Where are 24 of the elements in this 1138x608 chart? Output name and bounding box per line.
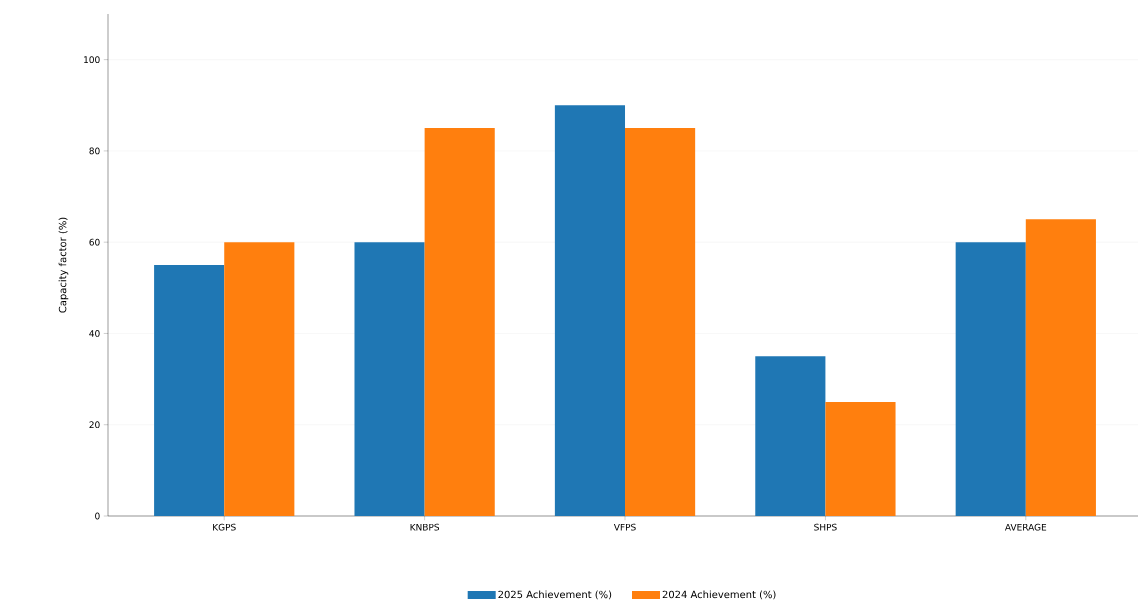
y-tick-label: 60 — [89, 238, 100, 246]
y-tick-label: 100 — [84, 56, 100, 64]
y-axis-title: Capacity factor (%) — [58, 217, 69, 313]
x-tick-label: SHPS — [814, 523, 837, 531]
bar — [755, 356, 826, 516]
bar — [354, 242, 425, 516]
y-tick-label: 20 — [89, 421, 100, 429]
bar — [224, 242, 295, 516]
x-tick-label: VFPS — [613, 523, 636, 531]
y-tick-label: 0 — [95, 512, 100, 520]
x-tick-label: KGPS — [213, 523, 236, 531]
x-tick-label: KNBPS — [410, 523, 440, 531]
bar — [625, 128, 696, 516]
x-tick-label: AVERAGE — [1004, 523, 1047, 531]
bar — [1025, 219, 1096, 516]
legend-label: 2025 Achievement (%) — [498, 590, 612, 600]
bar — [955, 242, 1026, 516]
legend-label: 2024 Achievement (%) — [662, 590, 776, 600]
y-tick-label: 80 — [89, 147, 100, 155]
bar — [554, 105, 626, 516]
bar — [825, 401, 896, 516]
bar — [154, 265, 225, 516]
y-tick-label: 40 — [89, 330, 100, 337]
bar — [424, 128, 495, 516]
